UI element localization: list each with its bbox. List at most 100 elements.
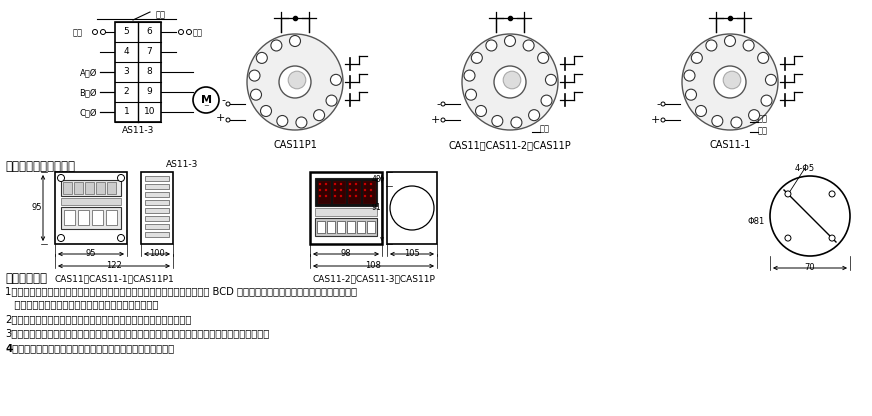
Bar (145, 208, 169, 213)
Circle shape (296, 117, 307, 128)
Circle shape (714, 66, 746, 98)
Text: 4: 4 (467, 72, 472, 79)
Circle shape (349, 195, 351, 197)
Circle shape (249, 70, 260, 81)
Circle shape (355, 195, 358, 197)
Text: 6: 6 (146, 27, 153, 37)
Text: 五、外形及安装尺寸图: 五、外形及安装尺寸图 (5, 160, 75, 173)
Text: 12: 12 (759, 55, 767, 61)
Circle shape (472, 52, 482, 63)
Text: 1: 1 (728, 38, 732, 44)
Circle shape (314, 110, 324, 121)
Bar (387, 172, 437, 244)
Circle shape (723, 71, 741, 89)
Text: 3: 3 (695, 55, 699, 61)
Bar (315, 208, 377, 216)
Text: 11: 11 (547, 77, 555, 83)
Circle shape (758, 52, 769, 63)
Circle shape (541, 95, 552, 106)
Circle shape (324, 183, 327, 185)
Circle shape (503, 71, 521, 89)
Circle shape (364, 183, 366, 185)
Text: AS11-3: AS11-3 (166, 160, 198, 169)
Circle shape (319, 195, 321, 197)
Circle shape (748, 110, 760, 121)
Bar (145, 192, 169, 197)
Circle shape (340, 189, 342, 191)
Circle shape (118, 174, 125, 181)
Circle shape (682, 34, 778, 130)
Circle shape (770, 176, 850, 256)
Circle shape (761, 95, 772, 106)
Text: 7: 7 (495, 118, 500, 124)
Bar (106, 210, 117, 225)
Bar (145, 184, 169, 189)
Text: 95: 95 (85, 250, 96, 258)
Circle shape (319, 189, 321, 191)
Text: 3: 3 (124, 67, 129, 77)
Circle shape (261, 106, 271, 116)
Text: 9: 9 (317, 112, 322, 118)
Text: 1、按照产品接线图正确接线，电源电压和频率必须符合要求，使用面板上的 BCD 码开关预置延时时间。接通电源后，继电器开: 1、按照产品接线图正确接线，电源电压和频率必须符合要求，使用面板上的 BCD 码… (5, 286, 357, 296)
Circle shape (691, 52, 702, 63)
Circle shape (731, 117, 742, 128)
Text: 1: 1 (508, 38, 512, 44)
Circle shape (829, 191, 835, 197)
Text: 9: 9 (532, 112, 536, 118)
Bar (145, 200, 169, 205)
Circle shape (334, 195, 337, 197)
Circle shape (546, 74, 556, 85)
Text: 3: 3 (474, 55, 479, 61)
Circle shape (334, 189, 337, 191)
Text: 始延时到预置时间，执行继电器转换，实现定时控制。: 始延时到预置时间，执行继电器转换，实现定时控制。 (5, 299, 159, 309)
Bar (64, 210, 75, 225)
Bar (315, 218, 377, 236)
Circle shape (486, 40, 497, 51)
Circle shape (712, 116, 723, 126)
Text: M: M (201, 95, 212, 105)
Text: 105: 105 (404, 250, 420, 258)
Text: 91: 91 (371, 203, 381, 213)
Circle shape (330, 74, 342, 85)
Circle shape (256, 52, 268, 63)
Circle shape (523, 40, 535, 51)
Text: +: + (651, 115, 660, 125)
Text: 2: 2 (709, 42, 713, 49)
Text: 10: 10 (327, 98, 336, 104)
Circle shape (505, 35, 515, 47)
Bar (348, 181, 360, 203)
Text: 2: 2 (489, 42, 494, 49)
Circle shape (193, 87, 219, 113)
Circle shape (785, 235, 791, 241)
Circle shape (785, 191, 791, 197)
Bar (74, 182, 83, 194)
Text: 70: 70 (805, 263, 815, 272)
Text: 11: 11 (331, 77, 340, 83)
Circle shape (370, 189, 372, 191)
Text: 122: 122 (106, 262, 122, 270)
Text: CAS11P1: CAS11P1 (273, 140, 317, 150)
Text: 48: 48 (371, 174, 381, 183)
Bar (327, 221, 335, 233)
Bar (145, 176, 169, 181)
Circle shape (492, 116, 503, 126)
Circle shape (289, 71, 306, 89)
Circle shape (118, 235, 125, 242)
Circle shape (226, 118, 230, 122)
Text: 1: 1 (124, 107, 129, 116)
Circle shape (725, 35, 735, 47)
Bar (333, 181, 345, 203)
Text: 清零: 清零 (540, 124, 550, 133)
Bar (78, 210, 89, 225)
Bar (337, 221, 345, 233)
Text: 5: 5 (469, 92, 473, 98)
Bar (141, 172, 173, 244)
Text: 8: 8 (514, 119, 519, 126)
Circle shape (247, 34, 343, 130)
Circle shape (250, 89, 262, 100)
Circle shape (349, 189, 351, 191)
Circle shape (187, 30, 192, 35)
Text: 8: 8 (734, 119, 739, 126)
Circle shape (364, 189, 366, 191)
Circle shape (100, 30, 106, 35)
